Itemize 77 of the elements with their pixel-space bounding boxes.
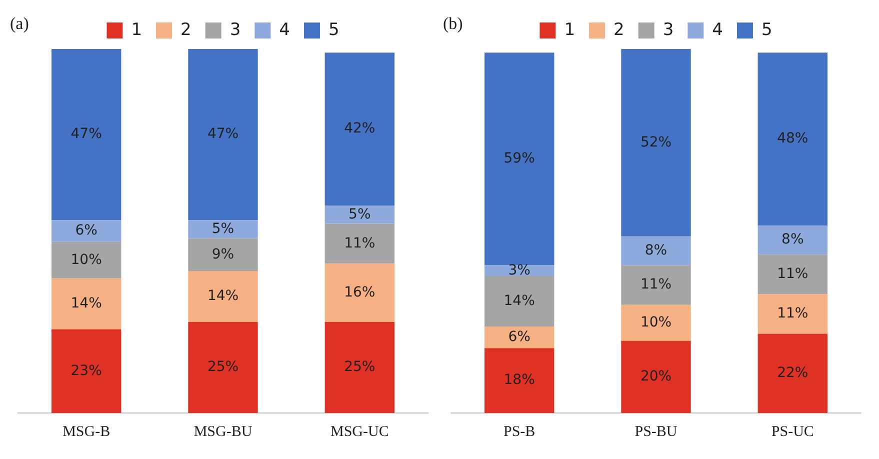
bar (484, 276, 554, 327)
data-label: 6% (508, 328, 530, 345)
x-tick-label: PS-UC (771, 424, 814, 440)
legend-label: 2 (180, 20, 192, 40)
data-label: 10% (640, 314, 672, 331)
bar (621, 236, 691, 266)
legend-label: 4 (279, 20, 290, 40)
data-label: 3% (508, 262, 530, 278)
data-label: 14% (70, 295, 102, 312)
data-label: 48% (777, 130, 808, 147)
x-tick-label: MSG-B (62, 424, 110, 440)
bar (51, 278, 122, 330)
bar (188, 49, 258, 220)
data-label: 6% (75, 222, 98, 239)
data-label: 14% (207, 288, 239, 304)
data-label: 47% (70, 126, 102, 142)
chart-title: (b) (443, 14, 463, 34)
x-tick-label: MSG-UC (330, 424, 389, 440)
x-tick-label: PS-B (503, 424, 536, 440)
bar (188, 271, 258, 322)
legend-label: 2 (614, 20, 624, 40)
bar (621, 49, 691, 236)
data-label: 22% (777, 364, 808, 381)
data-label: 16% (344, 284, 376, 301)
chart-title: (a) (10, 14, 29, 34)
bar (484, 326, 554, 348)
x-tick-label: MSG-BU (194, 424, 252, 440)
bar (324, 224, 395, 264)
data-label: 52% (640, 134, 672, 150)
legend-label: 3 (230, 20, 241, 40)
bar (188, 322, 258, 413)
bar (51, 220, 122, 242)
bar (51, 49, 122, 220)
bar (188, 238, 258, 272)
legend-label: 1 (564, 20, 576, 40)
bar (758, 294, 828, 334)
bar (188, 220, 258, 238)
bar (324, 206, 395, 224)
legend-label: 5 (328, 20, 340, 40)
bar (621, 340, 691, 413)
data-label: 59% (504, 150, 535, 167)
data-label: 5% (212, 220, 234, 237)
data-label: 42% (344, 120, 376, 137)
data-label: 23% (70, 362, 102, 379)
bar (758, 254, 828, 294)
legend-label: 1 (131, 20, 142, 40)
bar (324, 52, 395, 206)
legend-label: 3 (662, 20, 674, 40)
bar (324, 322, 395, 413)
data-label: 18% (504, 372, 535, 388)
data-label: 11% (640, 276, 672, 293)
bar (484, 52, 554, 266)
data-label: 9% (212, 246, 234, 262)
data-label: 5% (348, 206, 371, 222)
bar (324, 264, 395, 322)
bar (51, 329, 122, 413)
bar (484, 348, 554, 413)
data-label: 14% (504, 292, 535, 309)
data-label: 11% (777, 306, 808, 322)
bar (51, 242, 122, 278)
x-tick-label: PS-BU (634, 424, 678, 440)
legend-label: 5 (761, 20, 772, 40)
data-label: 47% (207, 126, 239, 142)
bar (621, 265, 691, 305)
data-label: 8% (644, 242, 668, 258)
bar (758, 52, 828, 226)
bar (758, 334, 828, 413)
data-label: 11% (344, 235, 376, 252)
bar (621, 304, 691, 341)
data-label: 10% (70, 252, 102, 268)
data-label: 20% (640, 368, 672, 385)
bar (758, 226, 828, 254)
data-label: 25% (207, 359, 239, 376)
legend-label: 4 (712, 20, 723, 40)
data-label: 25% (344, 359, 376, 376)
data-label: 11% (777, 266, 808, 282)
data-label: 8% (782, 232, 804, 248)
